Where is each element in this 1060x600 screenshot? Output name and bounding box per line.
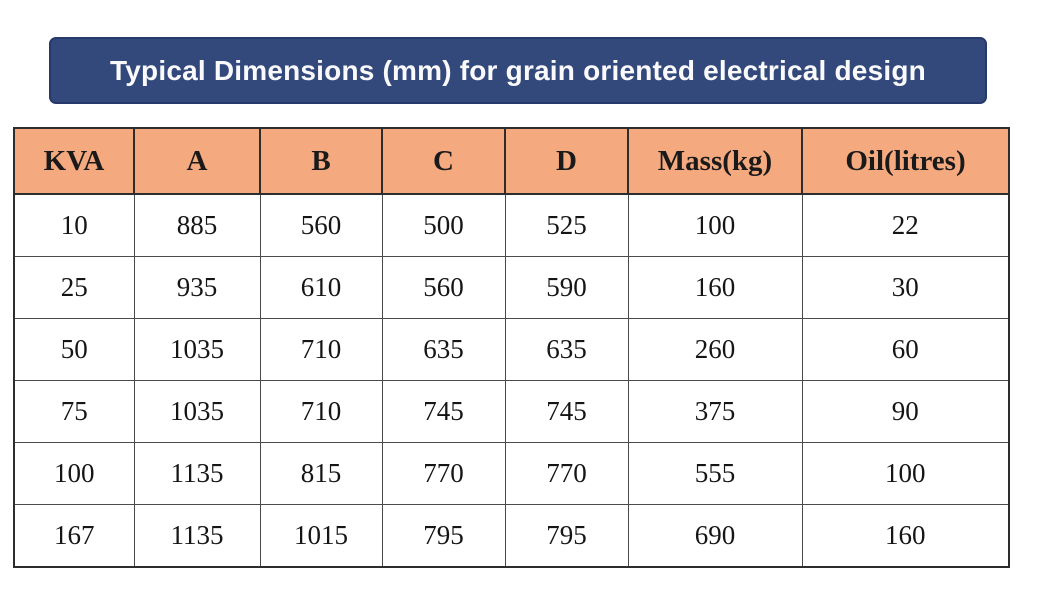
table-cell: 10 (13, 193, 135, 257)
title-banner: Typical Dimensions (mm) for grain orient… (49, 37, 987, 104)
table-cell: 555 (627, 442, 803, 505)
table-cell: 590 (504, 256, 629, 319)
table-cell: 710 (259, 380, 383, 443)
table-cell: 610 (259, 256, 383, 319)
table-cell: 30 (801, 256, 1010, 319)
table-cell: 375 (627, 380, 803, 443)
table-cell: 885 (133, 193, 261, 257)
page-title: Typical Dimensions (mm) for grain orient… (110, 54, 926, 86)
table-cell: 160 (801, 504, 1010, 568)
table-cell: 1035 (133, 318, 261, 381)
table-cell: 1015 (259, 504, 383, 568)
table-cell: 795 (504, 504, 629, 568)
table-cell: 100 (801, 442, 1010, 505)
table-row: 10 885 560 500 525 100 22 (13, 193, 1010, 257)
table-cell: 22 (801, 193, 1010, 257)
column-header-a: A (133, 127, 261, 195)
table-cell: 260 (627, 318, 803, 381)
table-cell: 795 (381, 504, 506, 568)
column-header-mass: Mass(kg) (627, 127, 803, 195)
dimensions-table: KVA A B C D Mass(kg) Oil(litres) 10 885 … (13, 127, 1010, 568)
table-row: 50 1035 710 635 635 260 60 (13, 318, 1010, 381)
table-cell: 50 (13, 318, 135, 381)
table-cell: 167 (13, 504, 135, 568)
table-cell: 815 (259, 442, 383, 505)
column-header-kva: KVA (13, 127, 135, 195)
table-cell: 160 (627, 256, 803, 319)
column-header-b: B (259, 127, 383, 195)
table-cell: 560 (259, 193, 383, 257)
table-row: 100 1135 815 770 770 555 100 (13, 442, 1010, 505)
table-cell: 770 (381, 442, 506, 505)
table-cell: 25 (13, 256, 135, 319)
table-cell: 100 (627, 193, 803, 257)
table-cell: 635 (381, 318, 506, 381)
table-cell: 745 (381, 380, 506, 443)
table-cell: 525 (504, 193, 629, 257)
table-cell: 560 (381, 256, 506, 319)
table-cell: 935 (133, 256, 261, 319)
table-header-row: KVA A B C D Mass(kg) Oil(litres) (13, 127, 1010, 195)
column-header-c: C (381, 127, 506, 195)
table-cell: 1135 (133, 504, 261, 568)
table-cell: 690 (627, 504, 803, 568)
table-row: 167 1135 1015 795 795 690 160 (13, 504, 1010, 568)
table-cell: 1035 (133, 380, 261, 443)
table-cell: 745 (504, 380, 629, 443)
table-cell: 60 (801, 318, 1010, 381)
table-cell: 710 (259, 318, 383, 381)
table-cell: 500 (381, 193, 506, 257)
table-cell: 90 (801, 380, 1010, 443)
table-cell: 635 (504, 318, 629, 381)
table-cell: 75 (13, 380, 135, 443)
column-header-d: D (504, 127, 629, 195)
table-cell: 100 (13, 442, 135, 505)
column-header-oil: Oil(litres) (801, 127, 1010, 195)
table-cell: 770 (504, 442, 629, 505)
table-row: 25 935 610 560 590 160 30 (13, 256, 1010, 319)
table-cell: 1135 (133, 442, 261, 505)
table-row: 75 1035 710 745 745 375 90 (13, 380, 1010, 443)
